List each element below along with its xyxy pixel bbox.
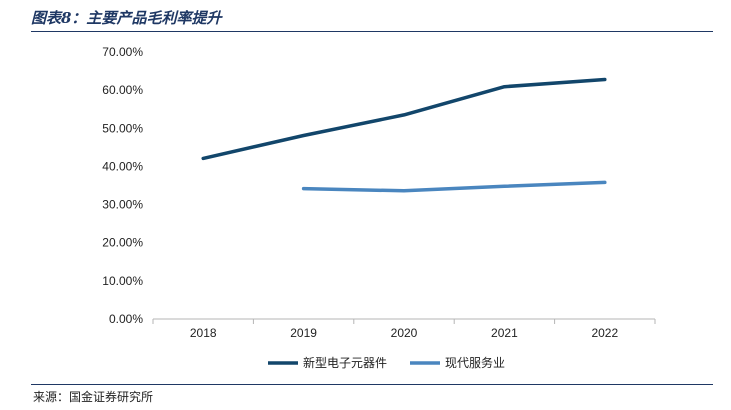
y-tick-label: 40.00% xyxy=(102,159,143,173)
series-line-1 xyxy=(201,77,607,161)
legend-label: 现代服务业 xyxy=(445,355,505,370)
x-tick-label: 2021 xyxy=(491,326,518,340)
figure-title: 图表8：主要产品毛利率提升 xyxy=(31,9,222,27)
x-tick-label: 2020 xyxy=(391,326,418,340)
x-tick-label: 2018 xyxy=(190,326,217,340)
x-tick-label: 2019 xyxy=(290,326,317,340)
legend-label: 新型电子元器件 xyxy=(303,355,387,370)
y-axis: 0.00% 10.00% 20.00% 30.00% 40.00% 50.00% 60.00… xyxy=(102,45,143,326)
y-tick-label: 0.00% xyxy=(109,312,143,326)
title-divider xyxy=(31,31,713,32)
y-tick-label: 60.00% xyxy=(102,83,143,97)
x-axis: 2018 2019 2020 2021 2022 xyxy=(152,318,656,340)
y-tick-label: 50.00% xyxy=(102,121,143,135)
series-lines xyxy=(201,77,607,193)
y-tick-label: 70.00% xyxy=(102,45,143,59)
source-divider xyxy=(31,384,713,385)
y-tick-label: 20.00% xyxy=(102,236,143,250)
legend: 新型电子元器件 现代服务业 xyxy=(268,355,505,370)
y-tick-label: 30.00% xyxy=(102,198,143,212)
source-note: 来源：国金证券研究所 xyxy=(33,390,154,404)
x-tick-label: 2022 xyxy=(591,326,618,340)
y-tick-label: 10.00% xyxy=(102,274,143,288)
series-line-2 xyxy=(301,180,607,193)
